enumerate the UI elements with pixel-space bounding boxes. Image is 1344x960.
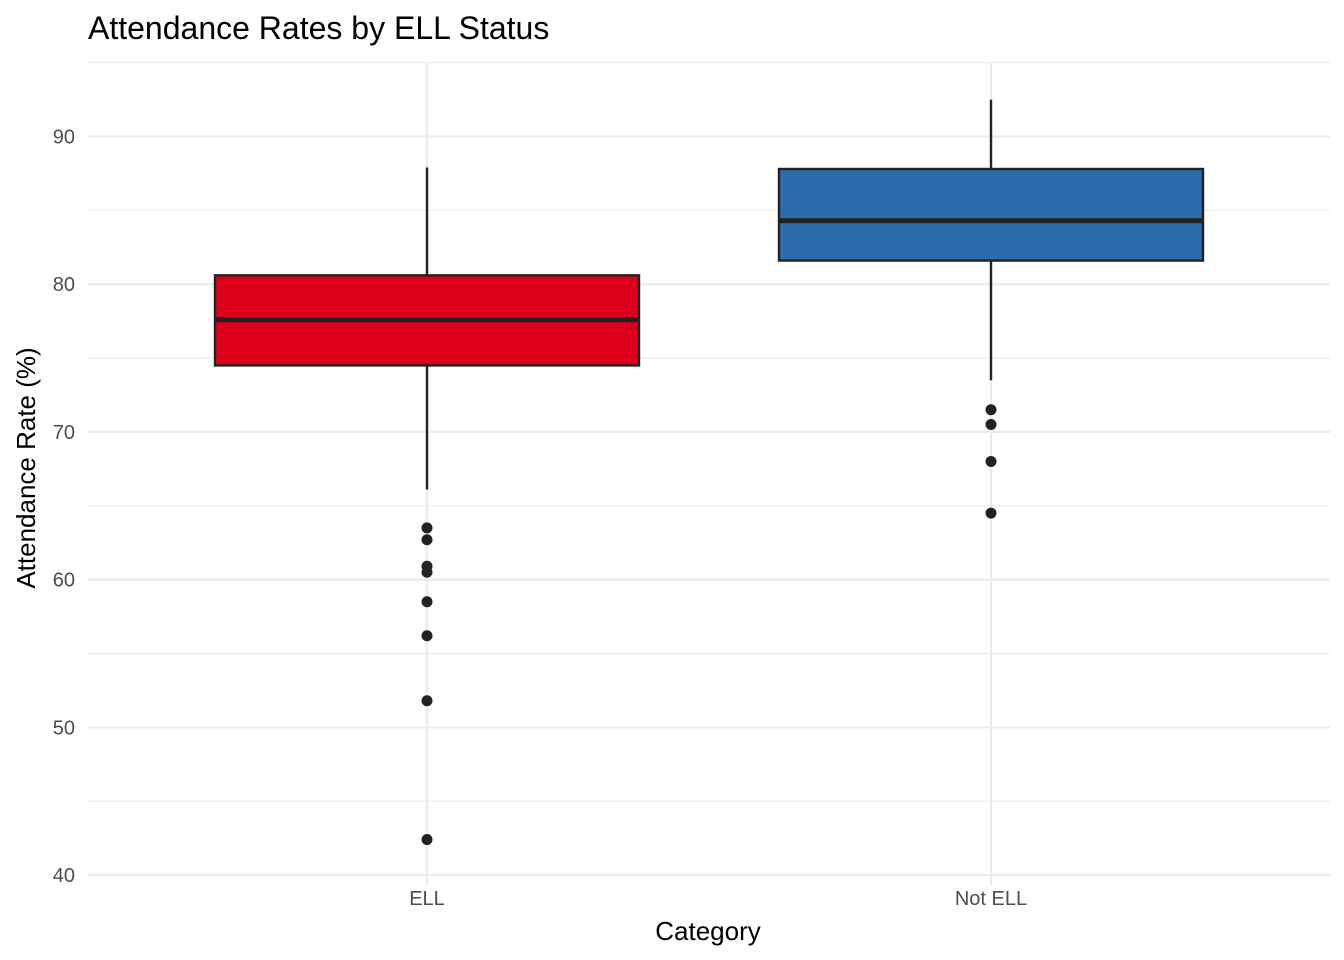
outlier-point <box>421 522 433 534</box>
outlier-point <box>421 695 433 707</box>
y-tick-label: 50 <box>53 717 75 739</box>
outlier-point <box>421 534 433 546</box>
y-tick-label: 40 <box>53 865 75 887</box>
y-tick-label: 90 <box>53 127 75 149</box>
x-axis-title: Category <box>655 916 761 946</box>
chart-title: Attendance Rates by ELL Status <box>88 10 549 46</box>
outlier-point <box>985 419 997 431</box>
outlier-point <box>985 507 997 519</box>
outlier-point <box>421 596 433 608</box>
outlier-point <box>421 834 433 846</box>
y-axis-ticks: 40 50 60 70 80 90 <box>53 127 75 888</box>
y-tick-label: 60 <box>53 570 75 592</box>
y-axis-title: Attendance Rate (%) <box>11 347 41 588</box>
x-axis-ticks: ELL Not ELL <box>409 888 1027 910</box>
x-tick-label: Not ELL <box>955 888 1027 910</box>
outlier-point <box>421 630 433 642</box>
outlier-point <box>985 455 997 467</box>
outlier-point <box>421 566 433 578</box>
box-group-not-ell <box>777 99 1205 519</box>
outlier-point <box>985 404 997 416</box>
iqr-box <box>777 167 1205 262</box>
y-tick-label: 80 <box>53 274 75 296</box>
x-tick-label: ELL <box>409 888 445 910</box>
box-group-ell <box>213 167 641 846</box>
boxes <box>213 99 1205 846</box>
y-tick-label: 70 <box>53 422 75 444</box>
